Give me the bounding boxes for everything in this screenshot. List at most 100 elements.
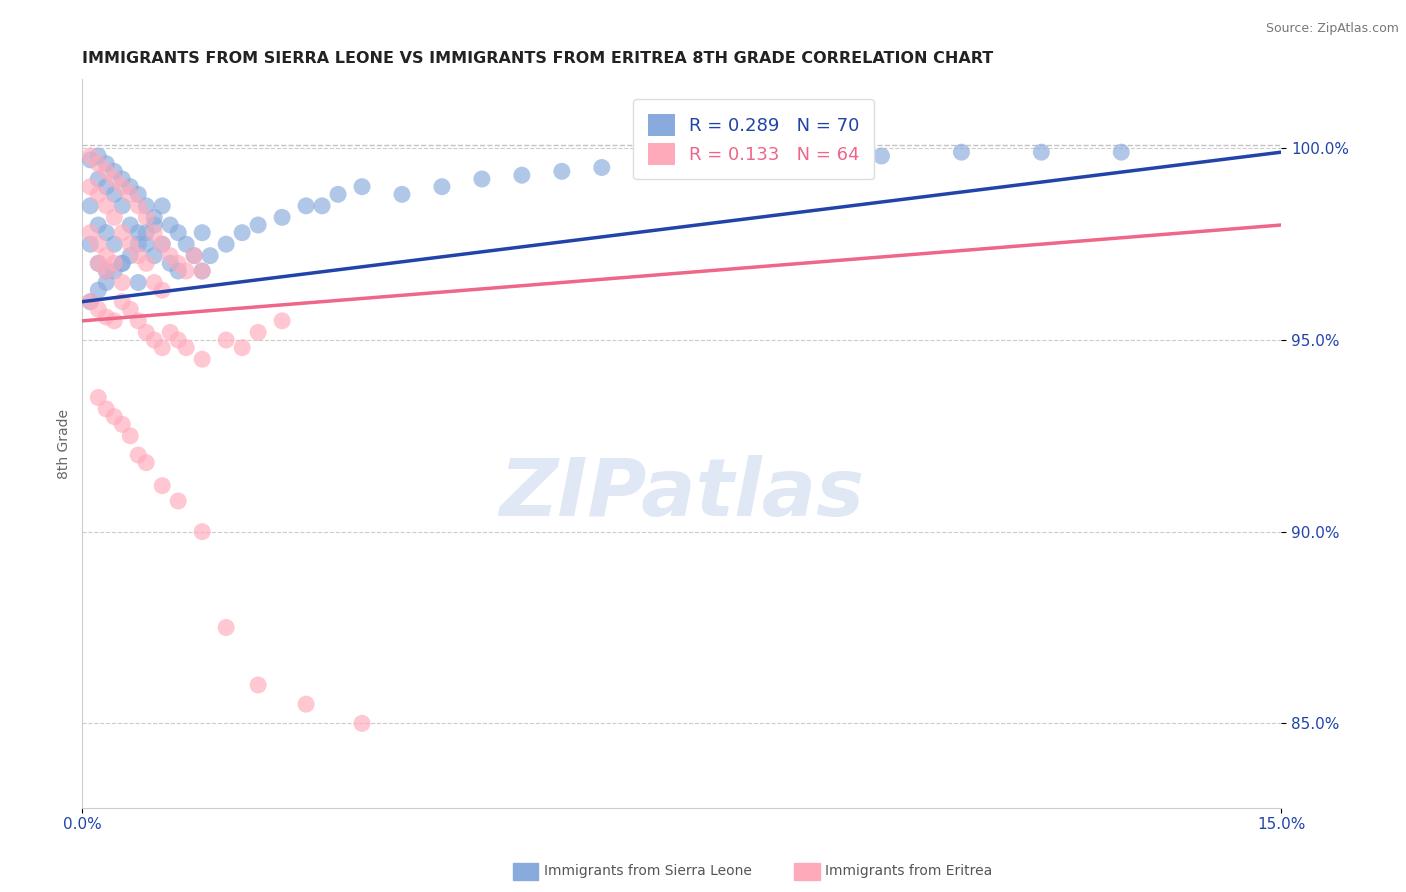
- Point: [135, 326, 157, 340]
- Point: [191, 226, 214, 240]
- Point: [191, 524, 214, 539]
- Point: [150, 478, 173, 492]
- Text: Source: ZipAtlas.com: Source: ZipAtlas.com: [1265, 22, 1399, 36]
- Point: [391, 187, 413, 202]
- Point: [127, 276, 149, 290]
- Point: [87, 256, 110, 270]
- Point: [79, 237, 101, 252]
- Point: [79, 153, 101, 167]
- Point: [870, 149, 893, 163]
- Point: [79, 294, 101, 309]
- Point: [103, 187, 125, 202]
- Point: [215, 237, 238, 252]
- Point: [143, 333, 166, 347]
- Point: [127, 249, 149, 263]
- Point: [87, 187, 110, 202]
- Point: [79, 294, 101, 309]
- Point: [103, 314, 125, 328]
- Point: [430, 179, 453, 194]
- Point: [127, 187, 149, 202]
- Point: [311, 199, 333, 213]
- Point: [671, 156, 693, 170]
- Point: [96, 156, 118, 170]
- Point: [120, 187, 142, 202]
- Point: [79, 179, 101, 194]
- Point: [174, 237, 197, 252]
- Point: [96, 199, 118, 213]
- Point: [103, 264, 125, 278]
- Point: [150, 341, 173, 355]
- Point: [471, 172, 494, 186]
- Point: [150, 283, 173, 297]
- Point: [87, 391, 110, 405]
- Point: [247, 218, 270, 232]
- Point: [143, 249, 166, 263]
- Point: [103, 409, 125, 424]
- Point: [120, 429, 142, 443]
- Point: [167, 264, 190, 278]
- Point: [96, 310, 118, 324]
- Point: [215, 620, 238, 634]
- Point: [167, 256, 190, 270]
- Point: [96, 264, 118, 278]
- Point: [87, 149, 110, 163]
- Point: [103, 237, 125, 252]
- Point: [87, 256, 110, 270]
- Point: [87, 172, 110, 186]
- Point: [120, 249, 142, 263]
- Point: [96, 249, 118, 263]
- Point: [135, 211, 157, 225]
- Point: [510, 168, 533, 182]
- Point: [127, 226, 149, 240]
- Point: [96, 179, 118, 194]
- Point: [167, 333, 190, 347]
- Point: [167, 494, 190, 508]
- Point: [231, 226, 253, 240]
- Point: [231, 341, 253, 355]
- Point: [295, 697, 318, 711]
- Point: [103, 211, 125, 225]
- Point: [143, 226, 166, 240]
- Point: [247, 678, 270, 692]
- Point: [1031, 145, 1053, 160]
- Point: [111, 256, 134, 270]
- Point: [1109, 145, 1132, 160]
- Point: [96, 402, 118, 417]
- Point: [159, 218, 181, 232]
- Point: [135, 199, 157, 213]
- Point: [96, 264, 118, 278]
- Point: [950, 145, 973, 160]
- Point: [350, 179, 373, 194]
- Point: [167, 226, 190, 240]
- Point: [111, 226, 134, 240]
- Point: [174, 341, 197, 355]
- Point: [87, 283, 110, 297]
- Point: [215, 333, 238, 347]
- Point: [295, 199, 318, 213]
- Point: [271, 314, 294, 328]
- Point: [103, 164, 125, 178]
- Point: [127, 237, 149, 252]
- Point: [143, 276, 166, 290]
- Point: [551, 164, 574, 178]
- Point: [150, 237, 173, 252]
- Point: [350, 716, 373, 731]
- Point: [751, 153, 773, 167]
- Point: [159, 256, 181, 270]
- Point: [630, 156, 652, 170]
- Point: [127, 448, 149, 462]
- Point: [143, 211, 166, 225]
- Point: [159, 326, 181, 340]
- Point: [79, 199, 101, 213]
- Point: [79, 149, 101, 163]
- Point: [183, 249, 205, 263]
- Point: [103, 256, 125, 270]
- Point: [96, 276, 118, 290]
- Text: ZIPatlas: ZIPatlas: [499, 456, 865, 533]
- Point: [127, 199, 149, 213]
- Point: [591, 161, 613, 175]
- Point: [135, 256, 157, 270]
- Point: [111, 417, 134, 432]
- Text: IMMIGRANTS FROM SIERRA LEONE VS IMMIGRANTS FROM ERITREA 8TH GRADE CORRELATION CH: IMMIGRANTS FROM SIERRA LEONE VS IMMIGRAN…: [83, 51, 994, 66]
- Point: [111, 276, 134, 290]
